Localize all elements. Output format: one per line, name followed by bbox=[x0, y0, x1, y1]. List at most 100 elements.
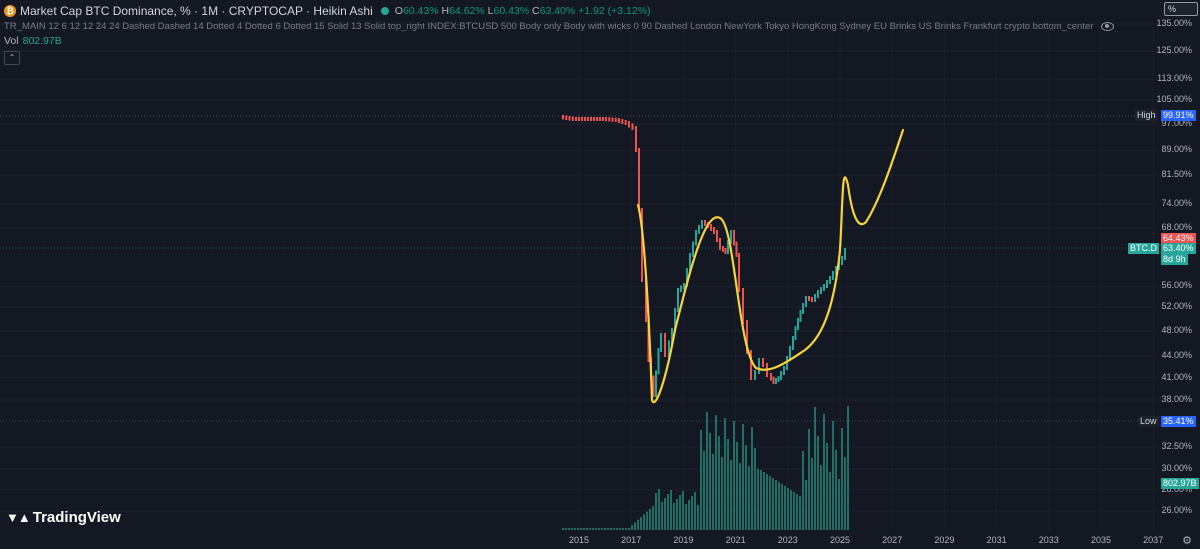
candle bbox=[701, 220, 703, 229]
candle bbox=[584, 117, 586, 121]
volume-bar bbox=[742, 424, 744, 530]
volume-bar bbox=[676, 499, 678, 530]
symbol-title[interactable]: Market Cap BTC Dominance, % · 1M · CRYPT… bbox=[20, 4, 373, 18]
indicator-legend[interactable]: TR_MAIN 12 6 12 12 24 24 Dashed Dashed 1… bbox=[4, 21, 1115, 32]
price-tick-label: 32.50% bbox=[1161, 441, 1192, 451]
volume-bar bbox=[568, 528, 570, 530]
volume-bar bbox=[643, 514, 645, 530]
gear-icon[interactable]: ⚙ bbox=[1182, 535, 1192, 547]
candle bbox=[671, 328, 673, 345]
candle bbox=[826, 280, 828, 288]
time-tick-label: 2033 bbox=[1038, 535, 1059, 545]
bar-high-tag: 64.43% bbox=[1161, 233, 1196, 244]
candle bbox=[621, 119, 624, 124]
volume-bar bbox=[673, 503, 675, 530]
volume-bar bbox=[814, 407, 816, 530]
price-tick-label: 44.00% bbox=[1161, 350, 1192, 360]
price-tick-label: 125.00% bbox=[1156, 45, 1192, 55]
volume-bar bbox=[772, 478, 774, 530]
candle bbox=[614, 117, 617, 122]
percent-scale-button[interactable]: % bbox=[1164, 2, 1198, 16]
eye-icon[interactable] bbox=[1101, 22, 1115, 31]
price-tick-label: 105.00% bbox=[1156, 94, 1192, 104]
candle bbox=[719, 238, 721, 250]
volume-bar bbox=[703, 451, 705, 530]
tradingview-logo[interactable]: ▼▲ TradingView bbox=[6, 509, 121, 526]
candle bbox=[730, 230, 732, 244]
candle bbox=[786, 356, 788, 370]
candle bbox=[772, 376, 775, 384]
price-tick-label: 28.00% bbox=[1161, 484, 1192, 494]
volume-bars bbox=[562, 406, 849, 530]
volume-bar bbox=[775, 480, 777, 530]
volume-bar bbox=[838, 479, 840, 530]
countdown-tag: 8d 9h bbox=[1161, 254, 1188, 265]
volume-bar bbox=[736, 442, 738, 530]
candle bbox=[689, 253, 691, 272]
candle bbox=[775, 378, 777, 384]
candle bbox=[750, 350, 752, 380]
market-status-icon bbox=[380, 7, 389, 15]
volume-bar bbox=[808, 429, 810, 530]
volume-bar bbox=[586, 528, 588, 530]
candle bbox=[660, 333, 662, 352]
volume-value: 802.97B bbox=[22, 35, 62, 47]
bitcoin-icon: ₿ bbox=[4, 5, 16, 17]
candle bbox=[777, 376, 780, 382]
candle bbox=[578, 117, 580, 121]
time-tick-label: 2023 bbox=[777, 535, 798, 545]
volume-bar bbox=[835, 450, 837, 530]
volume-bar bbox=[562, 528, 564, 530]
volume-bar bbox=[664, 498, 666, 530]
volume-bar bbox=[778, 482, 780, 530]
candle bbox=[716, 230, 718, 242]
candle bbox=[645, 278, 647, 322]
volume-bar bbox=[709, 433, 711, 530]
volume-bar bbox=[694, 492, 696, 530]
candle bbox=[657, 348, 660, 375]
volume-legend: Vol 802.97B bbox=[4, 35, 62, 47]
volume-bar bbox=[718, 436, 720, 530]
candle bbox=[638, 148, 640, 212]
candle bbox=[829, 276, 831, 284]
volume-bar bbox=[739, 463, 741, 530]
volume-bar bbox=[826, 443, 828, 530]
volume-bar bbox=[667, 494, 669, 530]
volume-bar bbox=[625, 528, 627, 530]
price-tick-label: 26.00% bbox=[1161, 505, 1192, 515]
volume-bar bbox=[796, 494, 798, 530]
candle bbox=[783, 366, 785, 375]
volume-bar bbox=[745, 445, 747, 530]
candle bbox=[733, 230, 735, 246]
volume-bar bbox=[577, 528, 579, 530]
candle bbox=[722, 246, 724, 252]
candle bbox=[631, 123, 634, 130]
indicator-params: TR_MAIN 12 6 12 12 24 24 Dashed Dashed 1… bbox=[4, 21, 1094, 32]
volume-bar bbox=[730, 460, 732, 530]
candle bbox=[802, 303, 804, 314]
volume-bar bbox=[802, 451, 804, 530]
volume-bar bbox=[781, 484, 783, 530]
tradingview-icon: ▼▲ bbox=[6, 510, 31, 525]
high-label-tag: High bbox=[1135, 110, 1158, 121]
volume-bar bbox=[649, 508, 651, 530]
candle bbox=[605, 117, 607, 122]
volume-bar bbox=[820, 465, 822, 530]
candle bbox=[724, 248, 727, 254]
volume-bar bbox=[748, 466, 750, 530]
candlesticks bbox=[562, 115, 846, 397]
chevron-up-icon[interactable]: ⌃ bbox=[4, 51, 20, 65]
volume-bar bbox=[685, 504, 687, 530]
time-tick-label: 2037 bbox=[1143, 535, 1164, 545]
time-tick-label: 2021 bbox=[725, 535, 746, 545]
volume-bar bbox=[583, 528, 585, 530]
volume-label: Vol bbox=[4, 35, 19, 47]
candle bbox=[677, 288, 679, 312]
volume-bar bbox=[799, 496, 801, 530]
brand-name: TradingView bbox=[32, 509, 121, 526]
price-tick-label: 30.00% bbox=[1161, 463, 1192, 473]
candle bbox=[647, 318, 650, 362]
candle bbox=[820, 287, 822, 294]
candle bbox=[770, 373, 772, 381]
